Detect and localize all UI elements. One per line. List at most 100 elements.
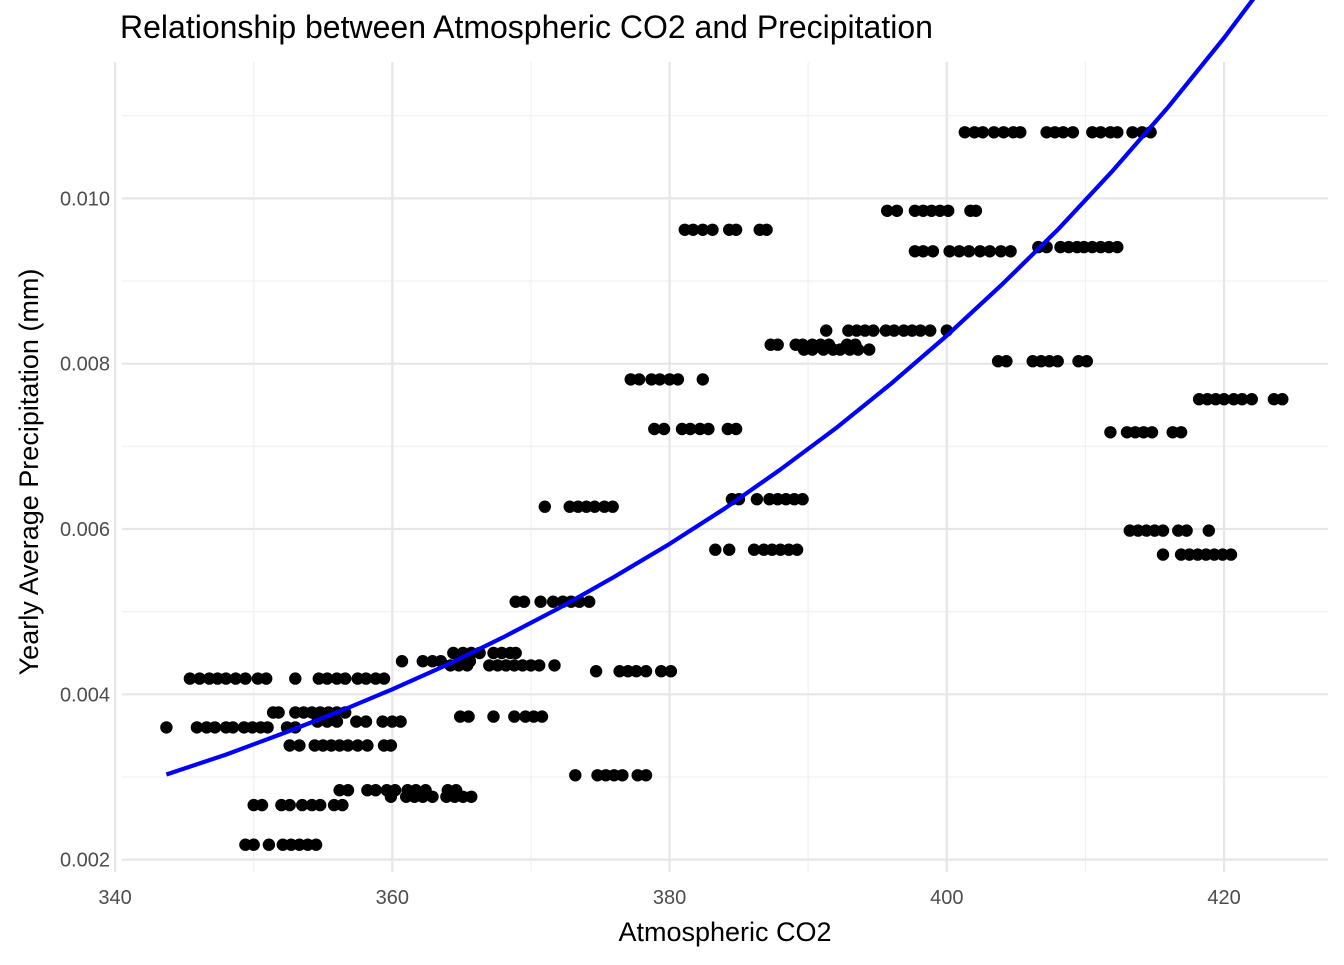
x-tick-label: 420 bbox=[1207, 887, 1240, 909]
data-point bbox=[261, 721, 274, 734]
data-point bbox=[416, 655, 429, 668]
data-point bbox=[958, 126, 971, 139]
data-point bbox=[190, 721, 204, 734]
data-point bbox=[260, 672, 273, 685]
data-point bbox=[729, 223, 743, 236]
chart-title: Relationship between Atmospheric CO2 and… bbox=[120, 9, 933, 45]
data-point bbox=[535, 710, 549, 723]
data-point bbox=[1235, 393, 1249, 406]
data-point bbox=[239, 672, 252, 685]
data-point bbox=[193, 672, 206, 685]
data-point bbox=[359, 672, 373, 685]
x-axis-ticks: 340 360 380 400 420 bbox=[98, 887, 1240, 909]
data-point bbox=[696, 223, 709, 236]
data-point bbox=[569, 769, 582, 782]
data-point bbox=[395, 655, 409, 668]
data-point bbox=[247, 838, 260, 851]
data-point bbox=[983, 245, 996, 258]
y-tick-label: 0.010 bbox=[60, 188, 110, 210]
data-point bbox=[796, 493, 809, 506]
data-point bbox=[293, 739, 306, 752]
data-point bbox=[339, 672, 352, 685]
x-tick-label: 400 bbox=[930, 887, 963, 909]
data-point bbox=[1057, 126, 1070, 139]
data-point bbox=[1276, 393, 1289, 406]
data-point bbox=[997, 126, 1010, 139]
data-point bbox=[1174, 426, 1188, 439]
data-point bbox=[817, 343, 830, 356]
data-point bbox=[1004, 245, 1017, 258]
data-point bbox=[820, 324, 833, 337]
data-point bbox=[671, 373, 685, 386]
x-axis-title: Atmospheric CO2 bbox=[618, 917, 831, 947]
data-point bbox=[229, 672, 242, 685]
data-point bbox=[361, 739, 374, 752]
data-point bbox=[262, 838, 276, 851]
data-point bbox=[160, 721, 173, 734]
data-point bbox=[648, 422, 661, 436]
data-point bbox=[1180, 524, 1193, 537]
data-point bbox=[1156, 548, 1170, 561]
data-point bbox=[546, 595, 560, 608]
data-point bbox=[377, 672, 391, 685]
data-point bbox=[1066, 126, 1080, 139]
data-point bbox=[696, 373, 709, 386]
data-point bbox=[976, 126, 989, 139]
data-point bbox=[943, 245, 956, 258]
data-point bbox=[350, 715, 363, 728]
data-point bbox=[309, 838, 323, 851]
data-point bbox=[639, 665, 653, 678]
data-point bbox=[684, 422, 697, 436]
data-point bbox=[1000, 355, 1013, 368]
data-point bbox=[384, 790, 398, 803]
data-point bbox=[1111, 126, 1124, 139]
data-point bbox=[226, 721, 240, 734]
data-point bbox=[994, 245, 1008, 258]
data-point bbox=[833, 343, 847, 356]
data-point bbox=[588, 500, 601, 513]
data-point bbox=[747, 543, 761, 556]
data-point bbox=[881, 204, 894, 217]
data-point bbox=[272, 706, 285, 719]
data-point bbox=[851, 343, 865, 356]
data-point bbox=[653, 373, 666, 386]
minor-gridlines bbox=[122, 62, 1328, 872]
data-point bbox=[508, 710, 521, 723]
data-point bbox=[369, 784, 382, 797]
y-axis-ticks: 0.002 0.004 0.006 0.008 0.010 bbox=[60, 188, 110, 871]
data-point bbox=[771, 338, 784, 351]
data-point bbox=[702, 422, 715, 436]
data-point bbox=[962, 245, 976, 258]
data-points bbox=[160, 126, 1289, 851]
data-point bbox=[1014, 126, 1027, 139]
data-point bbox=[534, 595, 547, 608]
data-point bbox=[416, 790, 429, 803]
data-point bbox=[487, 710, 500, 723]
x-tick-label: 340 bbox=[98, 887, 131, 909]
data-point bbox=[1104, 426, 1117, 439]
data-point bbox=[517, 595, 531, 608]
trend-line-layer bbox=[165, 0, 1256, 777]
data-point bbox=[394, 715, 407, 728]
data-point bbox=[283, 798, 296, 812]
data-point bbox=[1245, 393, 1259, 406]
data-point bbox=[987, 126, 1001, 139]
data-point bbox=[314, 798, 327, 812]
data-point bbox=[790, 543, 804, 556]
data-point bbox=[729, 422, 743, 436]
data-point bbox=[1094, 126, 1107, 139]
x-tick-label: 360 bbox=[376, 887, 409, 909]
data-point bbox=[639, 769, 653, 782]
data-point bbox=[1156, 524, 1170, 537]
data-point bbox=[219, 672, 233, 685]
data-point bbox=[359, 715, 373, 728]
data-point bbox=[351, 739, 364, 752]
data-point bbox=[548, 659, 561, 672]
data-point bbox=[321, 672, 334, 685]
data-point bbox=[183, 672, 197, 685]
data-point bbox=[890, 204, 904, 217]
data-point bbox=[914, 324, 927, 337]
data-point bbox=[283, 739, 296, 752]
